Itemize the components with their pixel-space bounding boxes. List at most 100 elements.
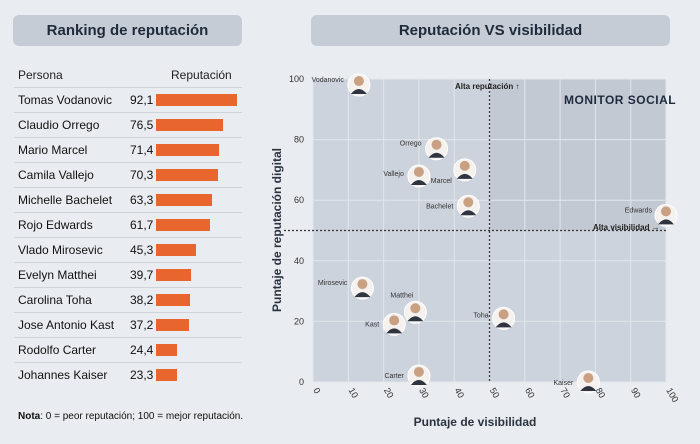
avatar-body bbox=[428, 152, 445, 158]
ranking-person-name: Rojo Edwards bbox=[18, 218, 93, 232]
x-tick-label: 70 bbox=[558, 386, 572, 400]
avatar-body bbox=[350, 89, 367, 95]
scatter-title: Reputación VS visibilidad bbox=[311, 15, 670, 46]
ranking-person-name: Vlado Mirosevic bbox=[18, 243, 103, 257]
ranking-person-name: Rodolfo Carter bbox=[18, 343, 97, 357]
ranking-row: Rodolfo Carter 24,4 bbox=[14, 337, 242, 363]
footnote: Nota: 0 = peor reputación; 100 = mejor r… bbox=[18, 411, 244, 422]
point-label: Matthei bbox=[390, 292, 413, 299]
point-label: Kaiser bbox=[553, 380, 574, 387]
ranking-bar bbox=[156, 269, 191, 281]
ranking-value-label: 61,7 bbox=[130, 218, 154, 232]
point-label: Kast bbox=[365, 321, 379, 328]
ranking-row: Jose Antonio Kast 37,2 bbox=[14, 312, 242, 338]
ranking-person-name: Mario Marcel bbox=[18, 143, 88, 157]
ranking-row: Camila Vallejo 70,3 bbox=[14, 162, 242, 188]
ranking-value-label: 37,2 bbox=[130, 318, 154, 332]
avatar-face bbox=[463, 197, 474, 208]
ranking-person-name: Jose Antonio Kast bbox=[18, 318, 115, 332]
point-label: Edwards bbox=[625, 207, 653, 214]
high-reputation-label: Alta reputación ↑ bbox=[455, 82, 519, 91]
ranking-bar bbox=[156, 369, 177, 381]
x-tick-label: 90 bbox=[629, 386, 643, 400]
ranking-title: Ranking de reputación bbox=[13, 15, 242, 46]
ranking-bar bbox=[156, 244, 196, 256]
point-label: Vallejo bbox=[383, 171, 404, 178]
ranking-bar bbox=[156, 219, 211, 231]
ranking-value-label: 38,2 bbox=[130, 293, 154, 307]
ranking-row: Johannes Kaiser 23,3 bbox=[14, 362, 242, 388]
avatar-face bbox=[413, 366, 424, 377]
ranking-value-label: 92,1 bbox=[130, 93, 154, 107]
avatar-body bbox=[495, 322, 512, 328]
ranking-value-label: 24,4 bbox=[130, 343, 154, 357]
avatar-face bbox=[498, 309, 509, 320]
x-tick-label: 60 bbox=[523, 386, 537, 400]
avatar-body bbox=[410, 179, 427, 185]
avatar-face bbox=[431, 139, 442, 150]
ranking-value-label: 70,3 bbox=[130, 168, 154, 182]
x-tick-label: 0 bbox=[311, 386, 322, 395]
y-tick-label: 100 bbox=[289, 74, 304, 84]
ranking-bar bbox=[156, 94, 238, 106]
avatar-body bbox=[354, 292, 371, 298]
ranking-row: Michelle Bachelet 63,3 bbox=[14, 187, 242, 213]
avatar-face bbox=[353, 76, 364, 87]
ranking-bar bbox=[156, 294, 190, 306]
point-label: Orrego bbox=[400, 141, 422, 148]
avatar-face bbox=[413, 166, 424, 177]
point-label: Carter bbox=[384, 373, 404, 380]
avatar-body bbox=[460, 210, 477, 216]
point-label: Vodanovic bbox=[312, 77, 345, 84]
x-tick-label: 40 bbox=[452, 386, 466, 400]
avatar-body bbox=[580, 386, 597, 391]
avatar-face bbox=[583, 373, 594, 383]
avatar-face bbox=[410, 303, 421, 314]
column-header-persona: Persona bbox=[18, 68, 63, 82]
avatar-body bbox=[386, 328, 403, 334]
ranking-value-label: 76,5 bbox=[130, 118, 154, 132]
ranking-row: Rojo Edwards 61,7 bbox=[14, 212, 242, 238]
point-label: Toha bbox=[473, 312, 488, 319]
x-tick-label: 50 bbox=[488, 386, 502, 400]
point-label: Bachelet bbox=[426, 203, 453, 210]
y-tick-label: 80 bbox=[294, 135, 304, 145]
ranking-row: Vlado Mirosevic 45,3 bbox=[14, 237, 242, 263]
ranking-person-name: Carolina Toha bbox=[18, 293, 92, 307]
ranking-person-name: Claudio Orrego bbox=[18, 118, 100, 132]
point-label: Mirosevic bbox=[318, 280, 348, 287]
avatar-face bbox=[459, 160, 470, 171]
ranking-value-label: 63,3 bbox=[130, 193, 154, 207]
column-header-reputacion: Reputación bbox=[171, 68, 232, 82]
ranking-row: Mario Marcel 71,4 bbox=[14, 137, 242, 163]
point-label: Marcel bbox=[431, 178, 452, 185]
ranking-person-name: Tomas Vodanovic bbox=[18, 93, 113, 107]
ranking-person-name: Johannes Kaiser bbox=[18, 368, 108, 382]
ranking-row: Evelyn Matthei 39,7 bbox=[14, 262, 242, 288]
ranking-person-name: Michelle Bachelet bbox=[18, 193, 113, 207]
ranking-bar bbox=[156, 344, 178, 356]
avatar-body bbox=[407, 316, 424, 322]
avatar-body bbox=[410, 379, 427, 385]
ranking-row: Tomas Vodanovic 92,1 bbox=[14, 87, 242, 113]
ranking-row: Carolina Toha 38,2 bbox=[14, 287, 242, 313]
high-high-zone bbox=[489, 79, 666, 231]
ranking-bar bbox=[156, 119, 224, 131]
avatar-face bbox=[357, 279, 368, 290]
avatar-body bbox=[456, 173, 473, 179]
y-tick-label: 20 bbox=[294, 316, 304, 326]
ranking-bar bbox=[156, 319, 189, 331]
x-axis-title: Puntaje de visibilidad bbox=[414, 415, 537, 429]
ranking-value-label: 71,4 bbox=[130, 143, 154, 157]
avatar-face bbox=[661, 206, 671, 217]
ranking-bar bbox=[156, 169, 218, 181]
ranking-value-label: 45,3 bbox=[130, 243, 154, 257]
x-tick-label: 10 bbox=[347, 386, 361, 400]
ranking-row: Claudio Orrego 76,5 bbox=[14, 112, 242, 138]
x-tick-label: 20 bbox=[382, 386, 396, 400]
ranking-person-name: Evelyn Matthei bbox=[18, 268, 97, 282]
x-tick-label: 100 bbox=[664, 386, 680, 404]
y-axis-title: Puntaje de reputación digital bbox=[270, 148, 284, 312]
y-tick-label: 0 bbox=[299, 377, 304, 387]
